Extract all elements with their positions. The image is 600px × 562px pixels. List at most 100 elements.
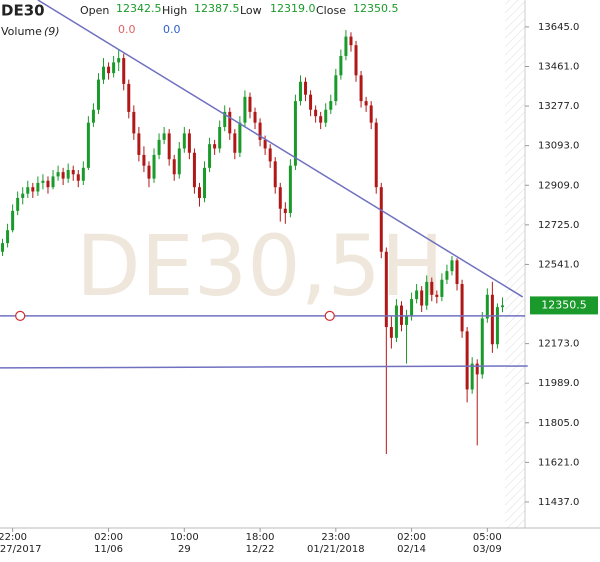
candle-body [263,139,267,149]
candle-body [359,75,363,102]
candle-body [480,318,484,375]
candle-body [213,144,217,149]
candle-body [500,305,504,308]
candle-body [172,159,176,175]
candle-body [415,290,419,300]
price-label-box [530,296,598,315]
candle-body [192,152,196,188]
volume-label: Volume [1,25,42,38]
candle-body [71,169,75,175]
candle-body [41,180,45,183]
x-date-label: 11/06 [94,544,123,555]
y-tick-label: 13277.0 [538,101,579,112]
candle-body [344,36,348,56]
candle-body [298,81,302,102]
low-value: 12319.0 [270,2,316,15]
candle-body [425,281,429,306]
candle-body [223,111,227,127]
symbol: DE30 [1,2,45,20]
candle-body [455,260,459,285]
candle-body [339,55,343,76]
candle-body [203,167,207,198]
candle-body [228,111,232,134]
candle-body [354,45,358,76]
candle-body [273,161,277,188]
open-value: 12342.5 [116,2,162,15]
candle-body [218,126,222,149]
candle-body [253,111,257,123]
candle-body [208,144,212,168]
x-date-label: 12/22 [246,544,275,555]
candle-body [258,122,262,140]
candle-body [374,122,378,188]
trend-line [37,0,524,298]
candle-body [420,290,424,306]
candle-body [152,154,156,179]
close-value: 12350.5 [353,2,399,15]
candle-body [309,94,313,110]
candle-body [112,62,116,74]
x-date-label: 03/09 [473,544,502,555]
candle-body [248,96,252,112]
line-handle [15,310,26,321]
y-tick-label: 11621.0 [538,457,579,468]
x-date-label: 02/14 [397,544,426,555]
candle-body [329,101,333,110]
candle-body [283,208,287,214]
candle-body [430,281,434,295]
y-tick-label: 12541.0 [538,259,579,270]
candle-body [36,182,40,192]
open-label: Open [80,4,109,17]
x-date-label: 29 [178,544,191,555]
candle-body [369,105,373,123]
candle-body [91,109,95,123]
x-date-label: 09/27/2017 [0,544,41,555]
candle-body [379,187,383,252]
candle-body [117,58,121,63]
x-tick-label: 02:00 [94,532,123,543]
candle-body [319,116,323,123]
candle-body [66,169,70,179]
candle-body [304,81,308,95]
candle-body [490,294,494,345]
candle-body [102,66,106,80]
candle-body [21,193,25,198]
candle-body [485,294,489,319]
candle-body [167,133,171,160]
candle-body [435,294,439,297]
candle-body [238,122,242,153]
y-tick-label: 12173.0 [538,339,579,350]
candle-body [389,327,393,338]
candle-body [157,139,161,155]
candle-body [460,284,464,332]
candle-body [107,66,111,74]
y-tick-label: 12909.0 [538,180,579,191]
candle-body [122,58,126,84]
high-value: 12387.5 [194,2,240,15]
candle-body [56,172,60,177]
line-handle [324,310,335,321]
candle-body [233,133,237,153]
candle-body [96,79,100,110]
x-tick-label: 02:00 [397,532,426,543]
candle-body [440,279,444,297]
y-tick-label: 12725.0 [538,220,579,231]
x-tick-label: 22:00 [0,532,27,543]
candle-body [410,299,414,317]
watermark: DE30,5H [76,217,444,315]
candle-body [334,75,338,102]
candle-body [465,331,469,390]
x-date-label: 01/21/2018 [307,544,365,555]
candle-body [61,172,65,179]
candle-body [278,187,282,209]
candle-body [384,251,388,328]
candle-body [81,167,85,181]
candle-body [182,133,186,149]
candle-body [349,36,353,46]
candle-body [46,180,50,188]
candle-body [16,197,20,211]
y-tick-label: 11805.0 [538,418,579,429]
candle-body [394,305,398,338]
candle-body [31,187,35,192]
